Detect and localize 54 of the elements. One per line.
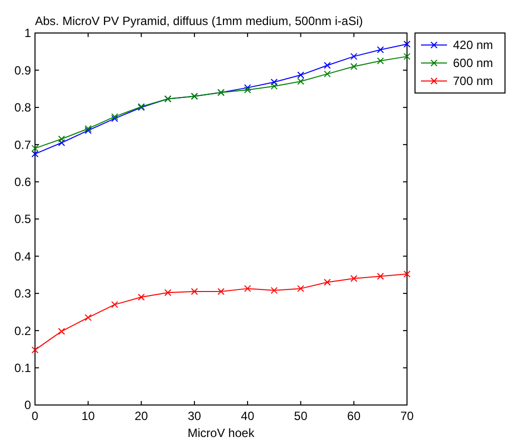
point (376, 46, 384, 54)
point (350, 52, 358, 60)
y-tick-label: 0.1 (14, 361, 32, 375)
point (58, 328, 66, 335)
x-tick-label: 50 (294, 409, 308, 423)
y-tick-label: 0.3 (14, 286, 32, 301)
x-tick-label: 60 (347, 409, 361, 423)
point (270, 286, 278, 294)
point (350, 62, 358, 70)
point (32, 144, 38, 152)
point (270, 82, 278, 90)
legend-label: 420 nm (453, 38, 494, 52)
x-axis-title: MicroV hoek (188, 426, 256, 440)
y-tick-label: 0.5 (14, 212, 32, 226)
legend-label: 700 nm (453, 74, 494, 88)
point (297, 72, 304, 79)
y-tick-label: 0 (24, 398, 32, 412)
point (404, 40, 410, 48)
x-tick-label: 10 (81, 409, 96, 423)
point (244, 285, 252, 292)
point (190, 288, 198, 296)
point (84, 314, 92, 322)
x-tick-label: 30 (188, 409, 202, 423)
point (297, 285, 304, 292)
point (324, 278, 331, 286)
y-tick-label: 0.9 (14, 63, 32, 78)
x-tick-label: 20 (134, 409, 148, 423)
point (138, 294, 145, 301)
point (111, 301, 118, 308)
x-tick-label: 40 (240, 409, 255, 423)
x-tick-label: 70 (400, 409, 414, 423)
point (350, 275, 358, 282)
y-tick-label: 0.6 (14, 175, 32, 189)
y-tick-label: 0.4 (14, 249, 32, 264)
chart-title: Abs. MicroV PV Pyramid, diffuus (1mm medium, 500nm i-aSi) (35, 14, 363, 28)
point (376, 57, 384, 64)
point (404, 52, 410, 60)
legend-label: 600 nm (453, 56, 494, 70)
point (32, 346, 38, 354)
point (218, 288, 224, 296)
point (58, 136, 66, 143)
point (404, 270, 410, 278)
point (376, 272, 384, 280)
point (324, 62, 331, 69)
point (58, 139, 66, 146)
point (32, 150, 38, 158)
y-tick-label: 1 (24, 26, 32, 40)
point (164, 289, 172, 296)
point (324, 70, 331, 78)
y-tick-label: 0.8 (14, 100, 32, 115)
point (270, 78, 278, 86)
y-tick-label: 0.7 (14, 138, 32, 152)
y-tick-label: 0.2 (14, 324, 32, 338)
point (297, 78, 304, 85)
